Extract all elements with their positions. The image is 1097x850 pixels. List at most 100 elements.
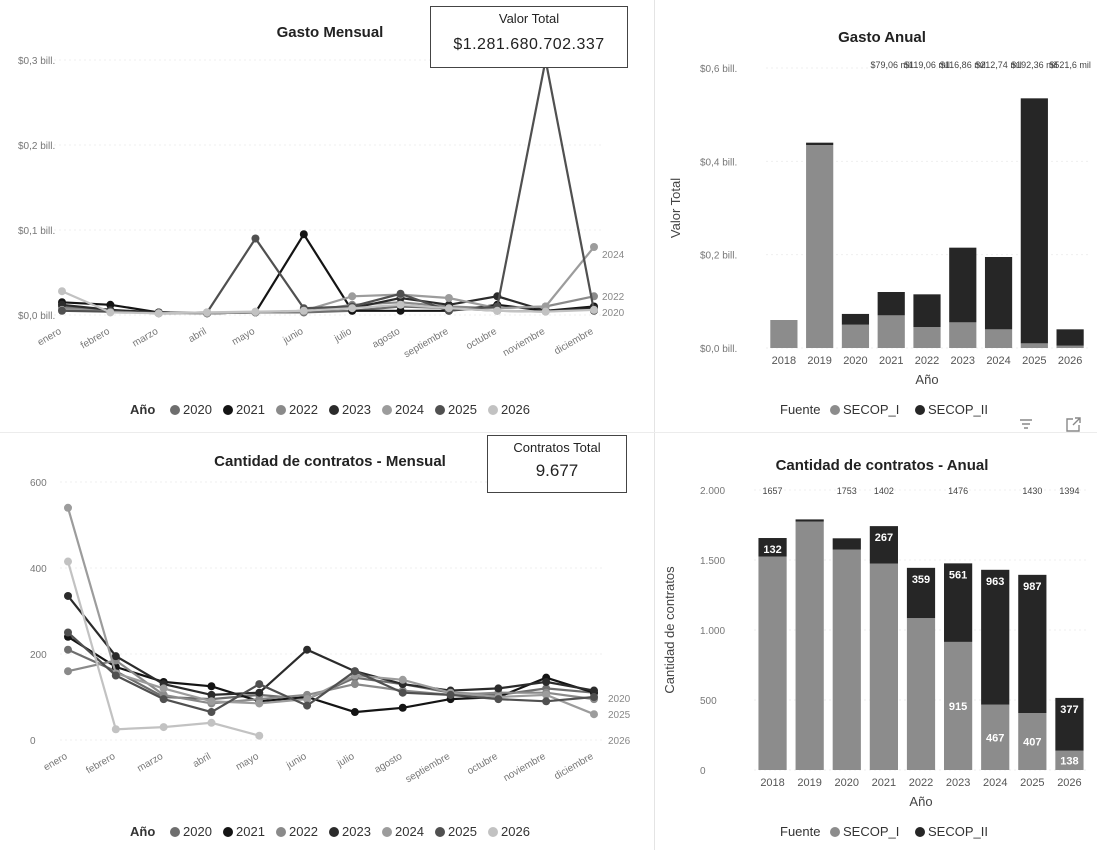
y-tick-label: 400	[30, 564, 47, 575]
x-tick-label: 2025	[1022, 355, 1046, 367]
data-point	[64, 628, 72, 637]
legend-marker	[170, 827, 180, 837]
series-end-label: 2024	[602, 250, 625, 261]
panel-divider	[654, 0, 655, 850]
y-tick-label: $0,2 bill.	[18, 141, 55, 152]
x-tick-label: 2025	[1020, 777, 1044, 789]
data-point	[541, 307, 550, 316]
bar-segment-SECOP_II	[869, 526, 898, 564]
x-tick-label: septiembre	[402, 326, 451, 360]
legend-marker	[329, 827, 339, 837]
bar-segment-SECOP_I	[1020, 343, 1048, 348]
data-point	[493, 306, 502, 315]
data-point	[251, 307, 260, 316]
series-line-2025	[67, 631, 595, 714]
gasto-mensual-panel[interactable]: Gasto Mensual $0,0 bill. $0,1 bill. $0,2 b…	[0, 0, 650, 430]
bar-segment-SECOP_I	[877, 315, 905, 348]
x-tick-label: mayo	[234, 751, 261, 773]
x-tick-label: noviembre	[502, 751, 548, 784]
x-tick-label: enero	[42, 751, 70, 774]
legend-marker	[830, 405, 840, 415]
legend-marker	[915, 405, 925, 415]
panel-divider	[0, 432, 1097, 433]
data-point	[255, 688, 264, 697]
y-tick-label: 200	[30, 650, 47, 661]
cantidad-mensual-chart: Cantidad de contratos - Mensual 0 200 400 6…	[30, 453, 631, 839]
legend-marker	[276, 405, 286, 415]
legend-entry: SECOP_II	[928, 402, 988, 417]
legend-marker	[223, 827, 233, 837]
x-tick-label: agosto	[373, 751, 405, 776]
expand-icon[interactable]	[1064, 416, 1082, 438]
x-tick-label: julio	[332, 326, 354, 345]
bar-segment-SECOP_II	[981, 569, 1010, 705]
bar-segment-SECOP_II	[1018, 574, 1047, 714]
data-point	[350, 680, 359, 689]
data-point	[303, 695, 312, 704]
bar-segment-SECOP_II	[949, 247, 977, 323]
legend-entry: 2026	[501, 824, 530, 839]
x-tick-label: octubre	[464, 326, 499, 352]
top-total-label: 1657	[763, 486, 783, 496]
y-tick-label: $0,0 bill.	[700, 344, 737, 355]
data-point	[207, 690, 216, 699]
bar-segment-SECOP_II	[913, 294, 941, 327]
y-tick-label: $0,4 bill.	[700, 157, 737, 168]
data-point	[590, 305, 598, 314]
data-point	[255, 731, 264, 740]
top-total-label: $212,74 mil	[975, 60, 1022, 70]
bar-segment-SECOP_I	[913, 327, 941, 348]
gasto-anual-panel[interactable]: Gasto Anual $0,0 bill. $0,2 bill. $0,4 bil…	[660, 0, 1097, 430]
gasto-anual-chart: Gasto Anual $0,0 bill. $0,2 bill. $0,4 bil…	[668, 29, 1091, 417]
data-point	[303, 645, 312, 654]
top-total-label: $192,36 mil	[1011, 60, 1058, 70]
bar-segment-SECOP_II	[795, 519, 824, 522]
bar-data-label: 915	[949, 701, 967, 713]
bar-data-label: 561	[949, 569, 967, 581]
data-point	[64, 667, 72, 676]
bar-segment-SECOP_II	[806, 142, 834, 145]
contratos-total-card[interactable]: Contratos Total 9.677	[487, 435, 627, 493]
y-tick-label: 500	[700, 696, 717, 707]
y-tick-label: 0	[700, 766, 706, 777]
data-point	[396, 300, 405, 309]
data-point	[398, 703, 407, 712]
data-point	[446, 690, 455, 699]
data-point	[494, 695, 503, 704]
x-tick-label: 2023	[951, 355, 975, 367]
top-total-label: 1476	[948, 486, 968, 496]
y-tick-label: $0,3 bill.	[18, 56, 55, 67]
data-point	[207, 708, 216, 717]
data-point	[159, 695, 168, 704]
series-end-label: 2020	[602, 308, 625, 319]
gasto-mensual-chart: Gasto Mensual $0,0 bill. $0,1 bill. $0,2 b…	[18, 24, 625, 417]
bar-segment-SECOP_I	[795, 521, 824, 770]
legend-entry: 2023	[342, 824, 371, 839]
legend-title: Fuente	[780, 824, 820, 839]
cantidad-anual-panel[interactable]: Cantidad de contratos - Anual 0 500 1.000 1…	[660, 436, 1097, 850]
data-point	[303, 701, 312, 710]
bar-segment-SECOP_I	[1055, 750, 1084, 770]
valor-total-card[interactable]: Valor Total $1.281.680.702.337	[430, 6, 628, 68]
legend-entry: 2022	[289, 402, 318, 417]
legend-marker	[223, 405, 233, 415]
x-tick-label: abril	[187, 326, 209, 345]
bar-segment-SECOP_I	[1018, 713, 1047, 770]
bar-segment-SECOP_II	[944, 563, 973, 642]
data-point	[494, 684, 503, 693]
bar-data-label: 407	[1023, 737, 1041, 749]
legend-marker	[435, 827, 445, 837]
cantidad-mensual-panel[interactable]: Cantidad de contratos - Mensual 0 200 400 6…	[0, 436, 650, 850]
data-point	[64, 645, 72, 654]
series-line-2026	[66, 561, 260, 737]
x-tick-label: julio	[335, 751, 357, 770]
x-tick-label: enero	[36, 326, 64, 349]
bar-segment-SECOP_I	[949, 322, 977, 348]
data-point	[590, 710, 598, 719]
filter-icon[interactable]	[1018, 416, 1034, 436]
series-end-label: 2022	[602, 292, 625, 303]
x-tick-label: agosto	[371, 326, 403, 351]
bar-segment-SECOP_I	[869, 563, 898, 770]
legend-entry: SECOP_I	[843, 402, 899, 417]
data-point	[348, 292, 357, 301]
